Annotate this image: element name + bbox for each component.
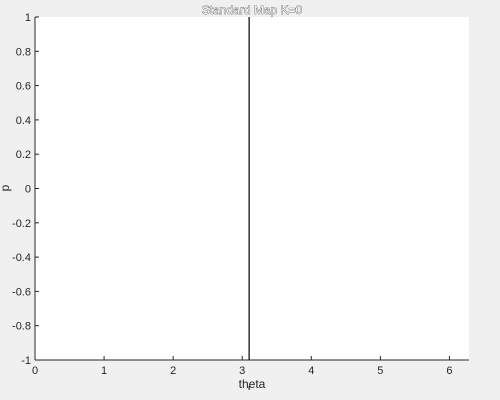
y-tick-label: 0.4 [16, 115, 31, 127]
y-axis-label: p [0, 184, 12, 191]
y-tick-label: 0.2 [16, 149, 31, 161]
chart-title: Standard Map K=0 [202, 3, 303, 17]
x-tick-label: 4 [308, 365, 314, 377]
y-tick-label: -0.6 [12, 286, 31, 298]
x-tick-label: 5 [377, 365, 383, 377]
x-tick-label: 6 [446, 365, 452, 377]
x-tick-label: 2 [170, 365, 176, 377]
y-tick-label: 0.6 [16, 81, 31, 93]
y-tick-label: -0.8 [12, 321, 31, 333]
y-tick-label: -0.2 [12, 218, 31, 230]
y-tick-label: 1 [25, 12, 31, 24]
y-tick-label: 0.8 [16, 46, 31, 58]
axes-layer: 0 1 2 3 4 5 6 -1 -0.8 -0.6 -0.4 -0.2 0 0.2 0.4 0.6 0.8 1 [12, 12, 469, 377]
y-tick-label: 0 [25, 184, 31, 196]
x-tick-label: 1 [101, 365, 107, 377]
x-axis-label: theta [239, 377, 266, 391]
x-tick-label: 0 [32, 365, 38, 377]
y-tick-label: -0.4 [12, 252, 31, 264]
plot-area-background [35, 17, 469, 360]
x-tick-label: 3 [239, 365, 245, 377]
y-tick-label: -1 [21, 355, 31, 367]
